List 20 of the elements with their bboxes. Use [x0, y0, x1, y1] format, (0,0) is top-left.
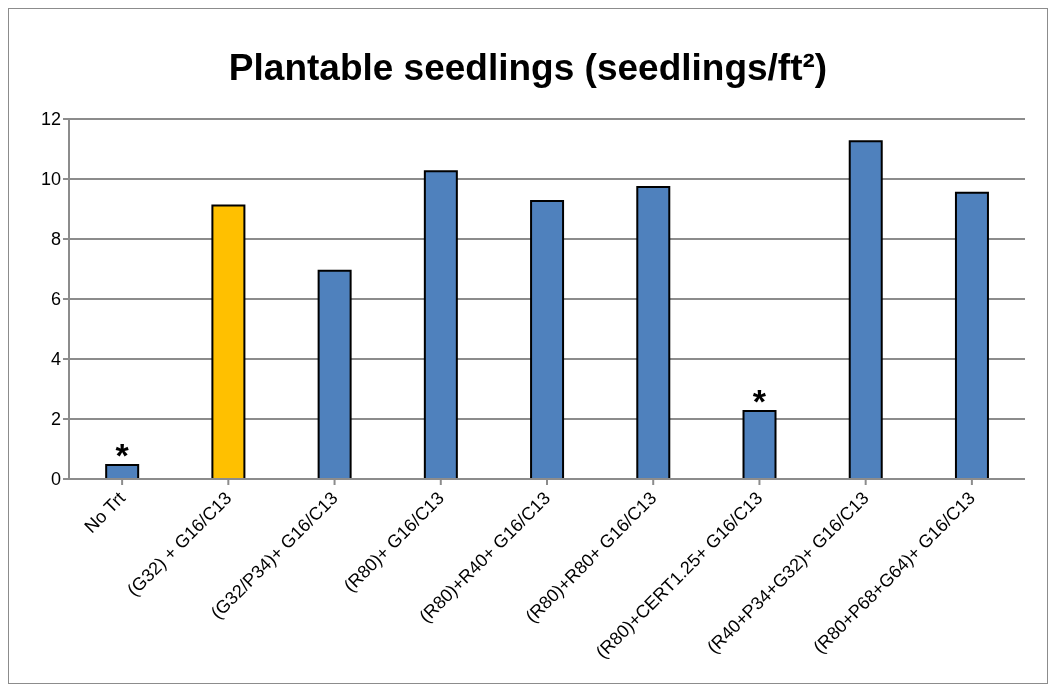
y-tick-label: 0 — [50, 469, 61, 490]
bar — [530, 199, 565, 479]
y-tick-label: 2 — [50, 409, 61, 430]
y-tick-label: 6 — [50, 289, 61, 310]
y-tick-label: 12 — [40, 109, 61, 130]
y-tick-label: 4 — [50, 349, 61, 370]
bar — [636, 186, 671, 479]
annotation: * — [115, 435, 130, 474]
annotation: * — [752, 381, 767, 420]
bar — [105, 463, 140, 479]
y-tick-label: 8 — [50, 229, 61, 250]
bar — [423, 170, 458, 479]
y-tick-label: 10 — [40, 169, 61, 190]
bar — [848, 140, 883, 479]
bar — [317, 269, 352, 479]
chart-title: Plantable seedlings (seedlings/ft²) — [227, 47, 829, 89]
x-tick-label: No Trt — [80, 487, 130, 537]
bar — [954, 191, 989, 479]
bar — [742, 409, 777, 479]
bar — [211, 204, 246, 479]
